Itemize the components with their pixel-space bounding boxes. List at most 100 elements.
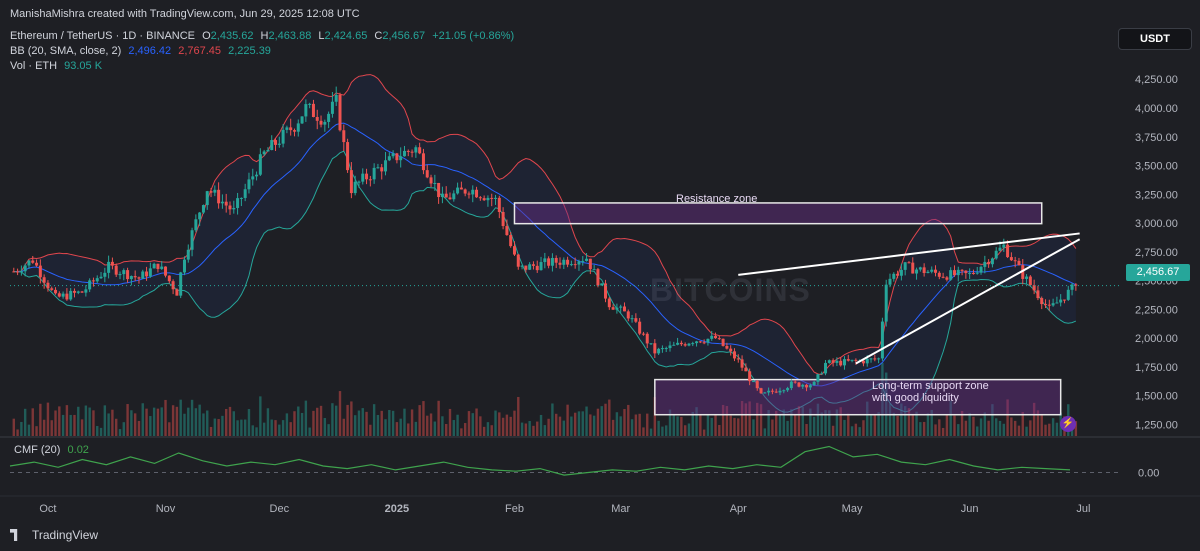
candle-body xyxy=(1040,298,1044,305)
volume-bar xyxy=(54,410,57,436)
candle-body xyxy=(486,197,490,201)
candle-body xyxy=(251,176,255,180)
volume-bar xyxy=(539,414,543,436)
volume-bar xyxy=(418,405,421,436)
volume-bar xyxy=(672,414,675,436)
candle-body xyxy=(1017,260,1021,266)
candle-body xyxy=(573,264,577,266)
volume-bar xyxy=(23,408,27,436)
volume-bar xyxy=(646,413,649,436)
volume-bar xyxy=(911,415,914,436)
candle-body xyxy=(425,170,429,178)
candle-body xyxy=(520,265,524,267)
candle-body xyxy=(357,181,361,183)
volume-bar xyxy=(115,418,118,436)
candle-body xyxy=(687,343,691,346)
attribution-text: ManishaMishra created with TradingView.c… xyxy=(10,8,360,20)
candle-body xyxy=(182,259,186,273)
candle-body xyxy=(54,289,58,294)
volume-bar xyxy=(190,399,194,436)
candle-body xyxy=(444,193,448,198)
candle-body xyxy=(964,270,968,274)
volume-bar xyxy=(824,410,827,436)
candle-body xyxy=(19,271,23,273)
candle-body xyxy=(960,269,964,271)
volume-bar xyxy=(885,372,888,436)
volume-bar xyxy=(964,420,968,436)
bb-lower-line xyxy=(13,150,1077,413)
volume-bar xyxy=(437,400,440,436)
candle-body xyxy=(84,289,88,293)
volume-bar xyxy=(65,405,69,436)
candle-body xyxy=(934,269,938,273)
candle-body xyxy=(463,189,467,194)
volume-bar xyxy=(103,405,107,436)
volume-bar xyxy=(661,426,664,436)
candle-body xyxy=(1032,285,1036,291)
candle-body xyxy=(1074,284,1078,286)
candle-body xyxy=(930,269,934,272)
volume-bar xyxy=(353,415,357,436)
volume-bar xyxy=(843,419,846,436)
wedge-lower-line xyxy=(855,238,1081,365)
candle-body xyxy=(205,191,209,206)
candle-body xyxy=(922,267,926,274)
volume-bar xyxy=(122,422,125,436)
candle-body xyxy=(118,274,122,276)
candle-body xyxy=(330,101,334,114)
candle-body xyxy=(725,345,729,349)
candle-body xyxy=(429,177,433,184)
candle-body xyxy=(770,390,774,392)
candle-body xyxy=(1055,302,1059,304)
candle-body xyxy=(171,281,175,290)
volume-bar xyxy=(501,417,505,436)
volume-bar xyxy=(596,408,600,436)
candle-body xyxy=(907,262,911,264)
candle-body xyxy=(880,321,884,359)
candle-body xyxy=(76,291,80,293)
candle-body xyxy=(820,373,824,375)
volume-bar xyxy=(467,411,471,436)
volume-bar xyxy=(35,426,38,436)
volume-bar xyxy=(323,418,327,436)
volume-bar xyxy=(270,419,273,436)
bb-upper-value: 2,767.45 xyxy=(178,45,222,57)
candle-body xyxy=(414,147,418,153)
candle-body xyxy=(99,276,103,279)
volume-bar xyxy=(767,410,770,436)
x-tick-label: Mar xyxy=(611,503,630,515)
volume-bar xyxy=(854,423,858,436)
candle-body xyxy=(846,359,850,361)
volume-bar xyxy=(289,422,292,436)
lightning-icon[interactable]: ⚡ xyxy=(1060,416,1076,432)
candle-body xyxy=(327,113,331,122)
volume-bar xyxy=(945,414,949,436)
candle-body xyxy=(421,153,425,171)
volume-bar xyxy=(934,424,937,436)
candle-body xyxy=(338,94,342,131)
close-value: 2,456.67 xyxy=(382,30,426,42)
candle-body xyxy=(91,280,95,282)
volume-bar xyxy=(968,413,971,436)
volume-bar xyxy=(217,419,220,436)
candle-body xyxy=(539,262,543,271)
candle-body xyxy=(137,277,141,279)
volume-bar xyxy=(721,404,725,436)
candle-body xyxy=(524,265,528,270)
change-value: +21.05 (+0.86%) xyxy=(432,30,515,42)
currency-badge[interactable]: USDT xyxy=(1118,28,1192,50)
candle-body xyxy=(695,341,699,344)
volume-bar xyxy=(365,411,368,436)
volume-bar xyxy=(998,420,1002,436)
volume-bar xyxy=(96,426,99,436)
candle-body xyxy=(88,280,92,290)
volume-bar xyxy=(278,424,281,436)
volume-bar xyxy=(699,414,702,436)
volume-bar xyxy=(149,416,152,436)
support-zone-label-line1: Long-term support zone xyxy=(872,380,989,392)
volume-bar xyxy=(615,412,619,436)
candle-body xyxy=(543,258,547,263)
volume-bar xyxy=(319,405,323,436)
